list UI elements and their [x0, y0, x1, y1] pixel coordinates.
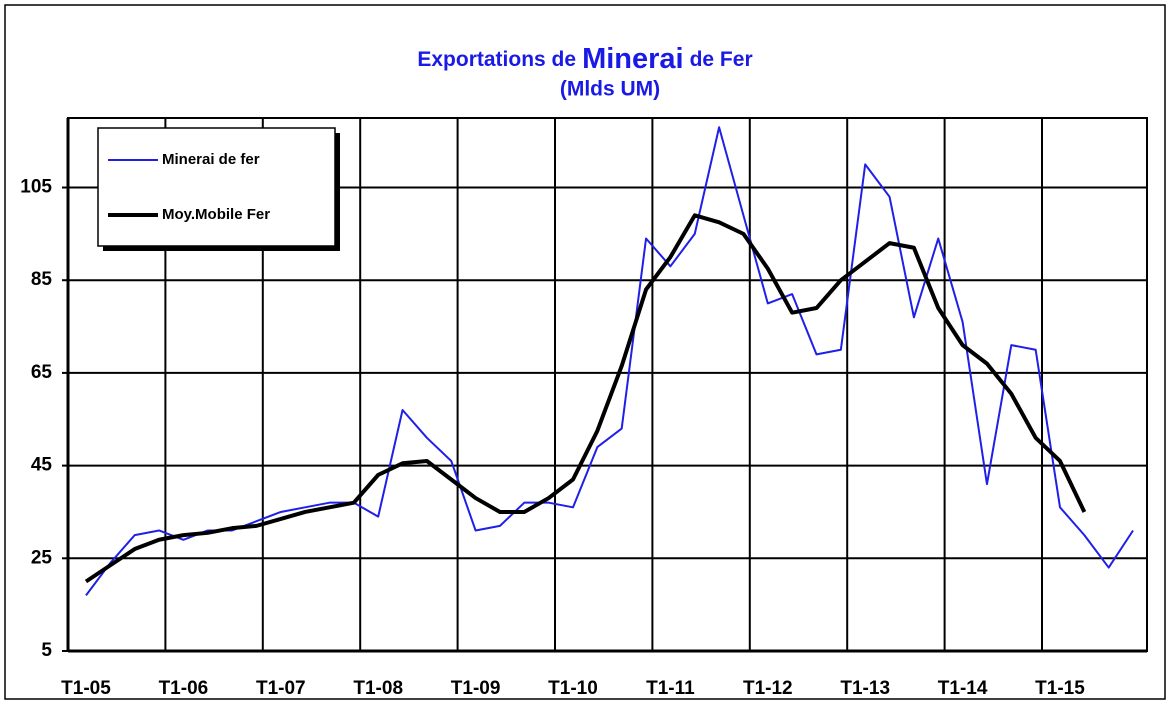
- chart-title: Exportations de Minerai de Fer: [417, 43, 752, 75]
- title-part: Minerai: [582, 43, 684, 75]
- x-tick-label: T1-14: [938, 678, 988, 699]
- y-tick-label: 25: [31, 547, 53, 568]
- x-tick-label: T1-11: [646, 678, 695, 699]
- x-tick-label: T1-09: [451, 678, 501, 699]
- chart-subtitle: (Mlds UM): [560, 78, 660, 101]
- x-tick-label: T1-06: [159, 678, 209, 699]
- y-tick-label: 45: [31, 455, 53, 476]
- y-tick-label: 5: [41, 640, 52, 661]
- x-tick-label: T1-12: [743, 678, 793, 699]
- title-part: de Fer: [690, 48, 753, 71]
- series-line: [84, 213, 1087, 584]
- x-tick-label: T1-07: [256, 678, 306, 699]
- legend-label: Minerai de fer: [162, 151, 260, 168]
- x-tick-label: T1-08: [353, 678, 403, 699]
- y-tick-label: 105: [20, 177, 52, 198]
- series-line: [85, 126, 1134, 596]
- x-tick-label: T1-10: [548, 678, 598, 699]
- x-tick-label: T1-05: [61, 678, 111, 699]
- x-tick-label: T1-15: [1035, 678, 1085, 699]
- y-tick-label: 85: [31, 269, 53, 290]
- legend-label: Moy.Mobile Fer: [162, 206, 270, 223]
- x-tick-label: T1-13: [840, 678, 890, 699]
- title-part: Exportations de: [417, 48, 576, 71]
- y-tick-label: 65: [31, 362, 53, 383]
- legend-box: [97, 127, 336, 247]
